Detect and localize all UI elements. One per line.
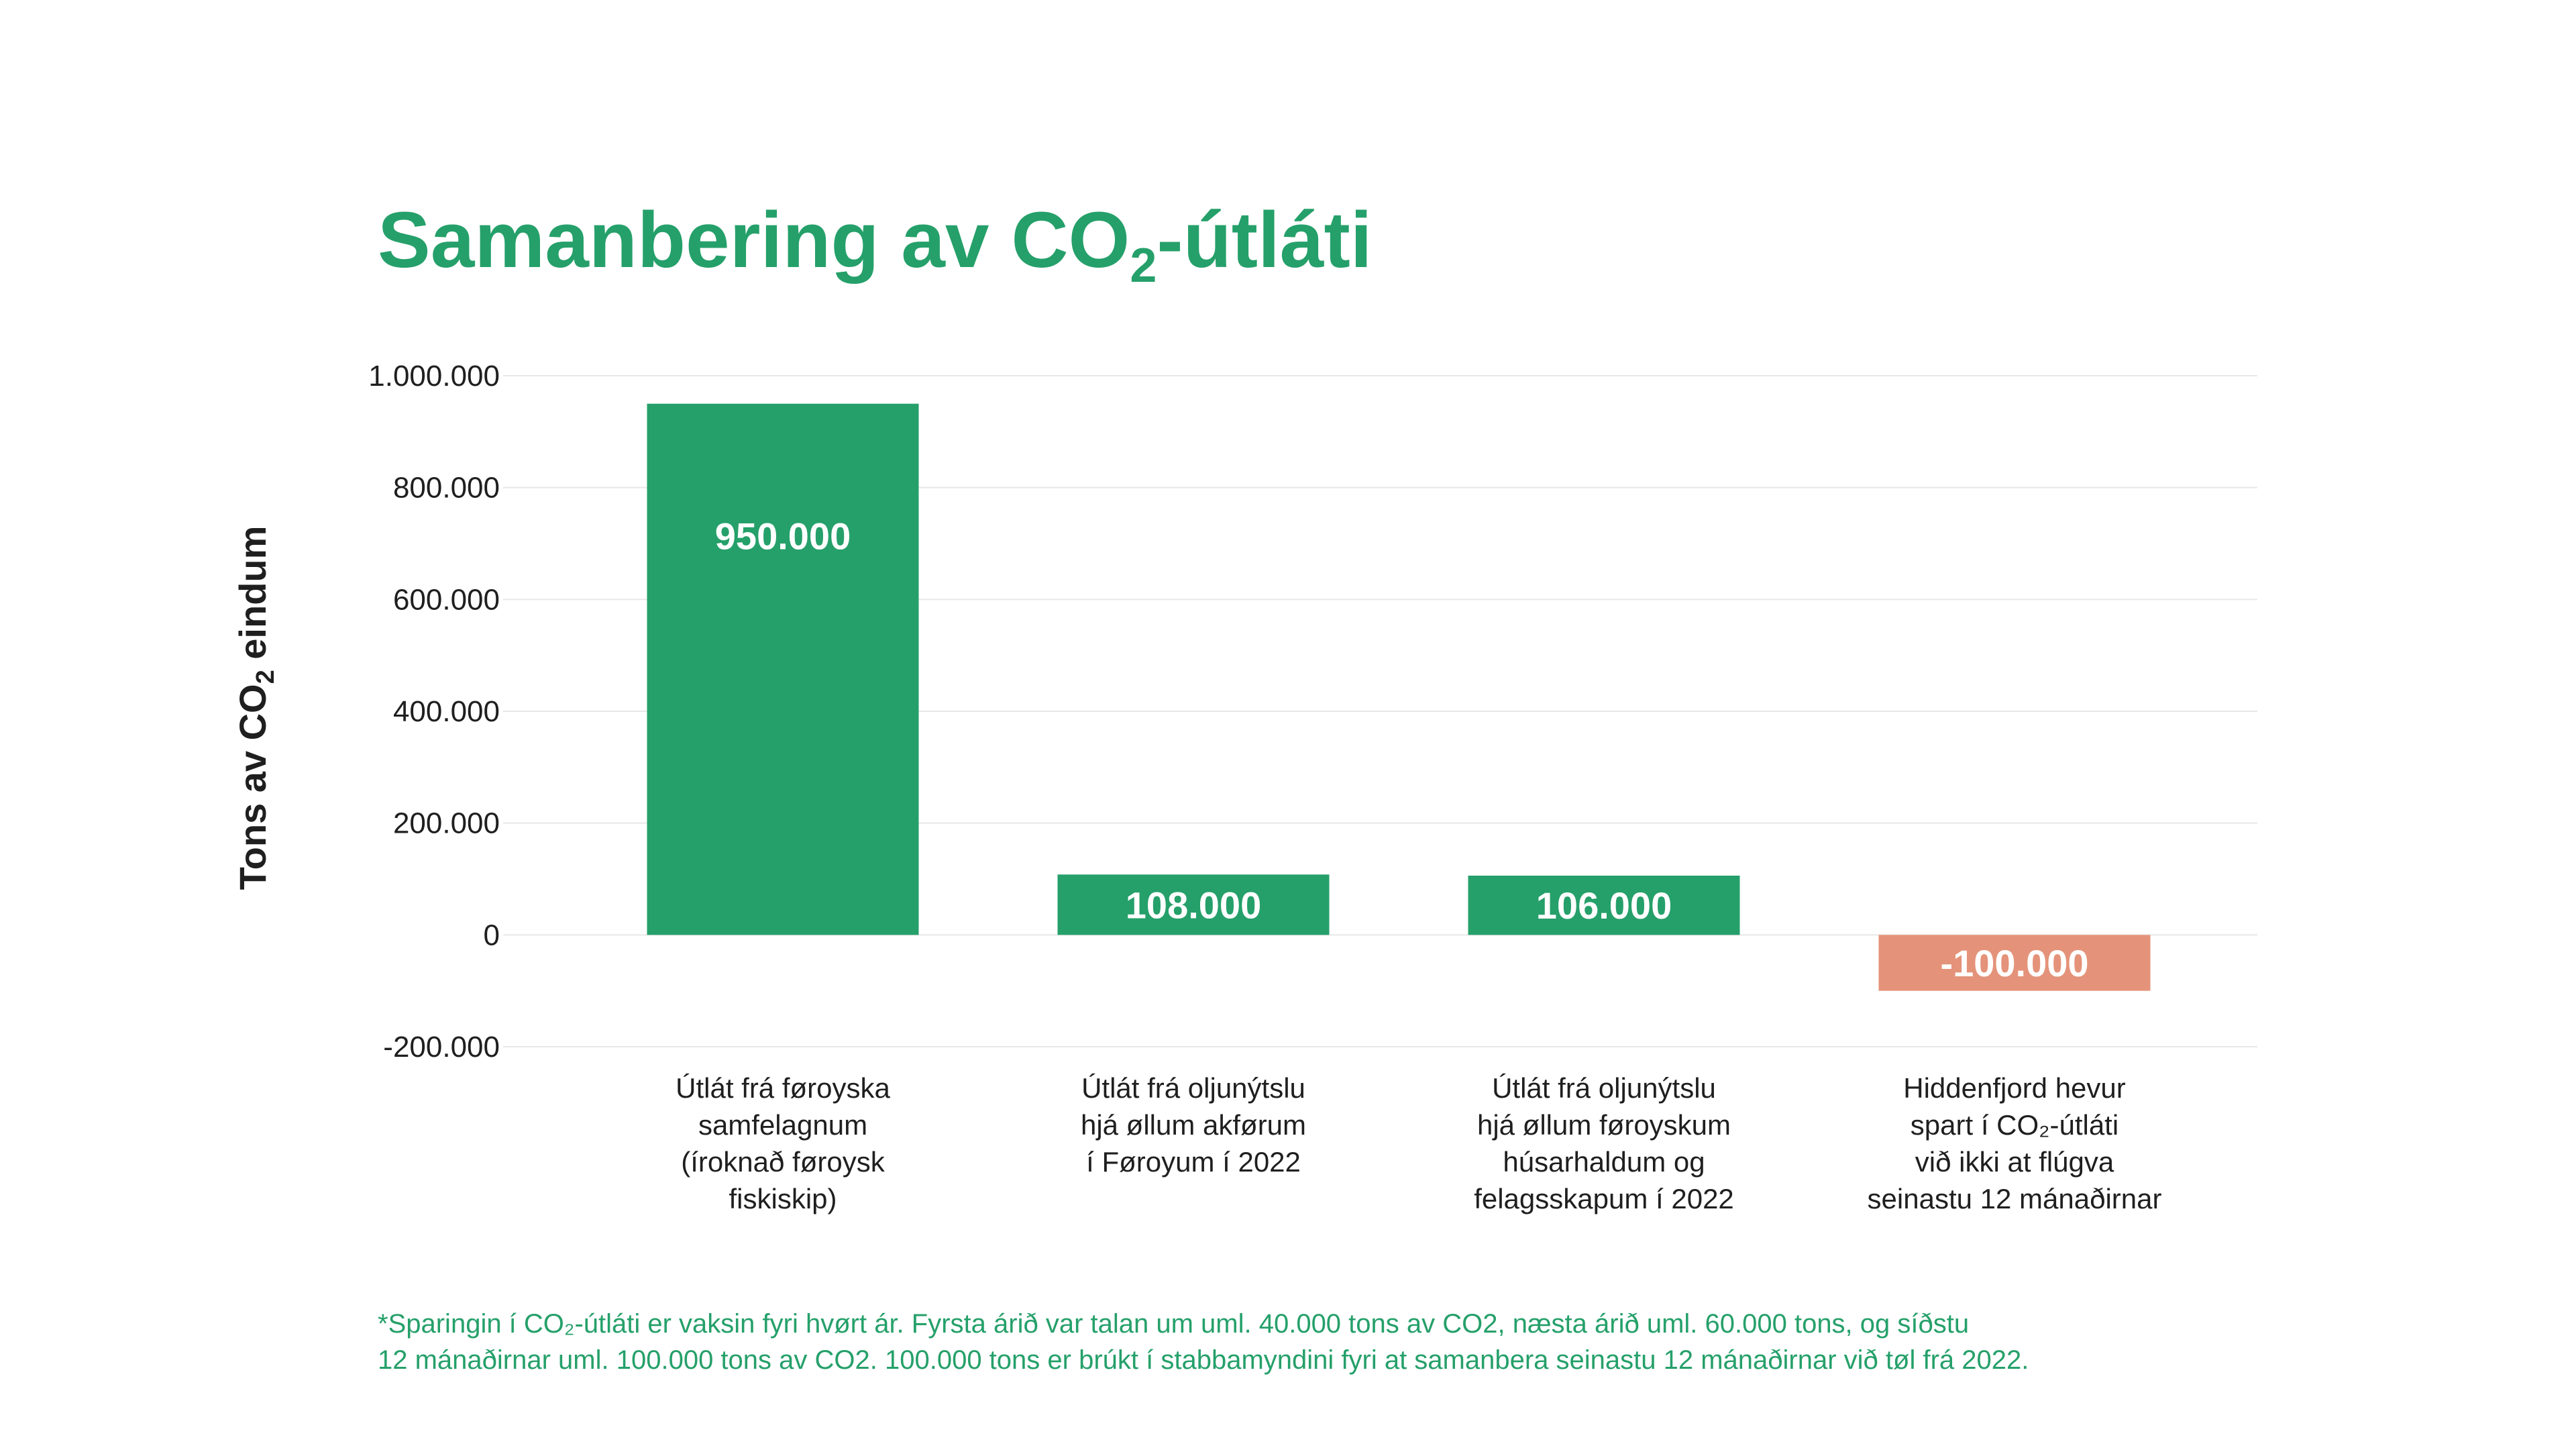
category-label-line: Útlát frá føroyska: [676, 1072, 890, 1104]
footnote-line-1: *Sparingin í CO₂-útláti er vaksin fyri h…: [378, 1309, 1969, 1339]
chart-title-subscript: 2: [1130, 239, 1157, 293]
footnote-line-2: 12 mánaðirnar uml. 100.000 tons av CO2. …: [378, 1345, 2029, 1375]
category-label-line: í Føroyum í 2022: [1086, 1146, 1301, 1178]
category-label-line: seinastu 12 mánaðirnar: [1868, 1183, 2162, 1214]
bars: [647, 403, 2151, 991]
category-label: Útlát frá føroyska samfelagnum (íroknað fø…: [676, 1072, 890, 1214]
category-label-line: Hiddenfjord hevur: [1903, 1072, 2126, 1104]
y-axis-ticks: -200.000 0 200.000 400.000 600.000 800.000 1.0…: [368, 360, 500, 1064]
category-label-line: samfelagnum: [698, 1109, 867, 1141]
y-tick-label: 0: [484, 919, 500, 951]
bar-value-label: -100.000: [1940, 942, 2088, 984]
category-label-line: Útlát frá oljunýtslu: [1081, 1072, 1305, 1104]
y-axis-label: Tons av CO2 eindum: [231, 526, 280, 890]
y-axis-label-subscript: 2: [252, 670, 280, 684]
category-label: Útlát frá oljunýtslu hjá øllum føroyskum h…: [1474, 1072, 1734, 1214]
y-axis-label-suffix: eindum: [231, 526, 274, 670]
bar: [1468, 876, 1740, 935]
category-label-line: spart í CO₂-útláti: [1911, 1109, 2118, 1141]
y-axis-label-main: Tons av CO: [231, 684, 274, 890]
bar-value-label: 108.000: [1126, 884, 1261, 926]
y-tick-label: 1.000.000: [368, 360, 500, 393]
category-labels: Útlát frá føroyska samfelagnum (íroknað fø…: [676, 1072, 2161, 1214]
y-tick-label: 800.000: [393, 472, 500, 505]
bar-value-label: 950.000: [715, 515, 851, 558]
bar-value-label: 106.000: [1536, 884, 1672, 927]
chart-title-suffix: -útláti: [1157, 196, 1372, 284]
y-tick-label: 200.000: [393, 807, 500, 840]
bar-value-labels: 950.000 108.000 106.000 -100.000: [715, 515, 2089, 985]
category-label-line: fiskiskip): [729, 1183, 837, 1214]
category-label-line: hjá øllum akførum: [1081, 1109, 1306, 1141]
y-tick-label: 400.000: [393, 695, 500, 728]
y-tick-label: -200.000: [383, 1031, 500, 1064]
category-label-line: (íroknað føroysk: [681, 1146, 885, 1178]
chart-title: Samanbering av CO2-útláti: [378, 196, 1373, 293]
category-label-line: felagsskapum í 2022: [1474, 1183, 1734, 1214]
bar: [1057, 874, 1330, 935]
bar: [647, 403, 919, 935]
bar: [1878, 935, 2151, 991]
category-label-line: við ikki at flúgva: [1915, 1146, 2114, 1178]
category-label: Útlát frá oljunýtslu hjá øllum akførum í F…: [1081, 1072, 1306, 1178]
chart-title-main: Samanbering av CO: [378, 196, 1130, 284]
category-label-line: húsarhaldum og: [1503, 1146, 1705, 1178]
category-label: Hiddenfjord hevur spart í CO₂-útláti við i…: [1868, 1072, 2162, 1214]
category-label-line: hjá øllum føroyskum: [1477, 1109, 1731, 1141]
category-label-line: Útlát frá oljunýtslu: [1492, 1072, 1716, 1104]
y-tick-label: 600.000: [393, 583, 500, 616]
